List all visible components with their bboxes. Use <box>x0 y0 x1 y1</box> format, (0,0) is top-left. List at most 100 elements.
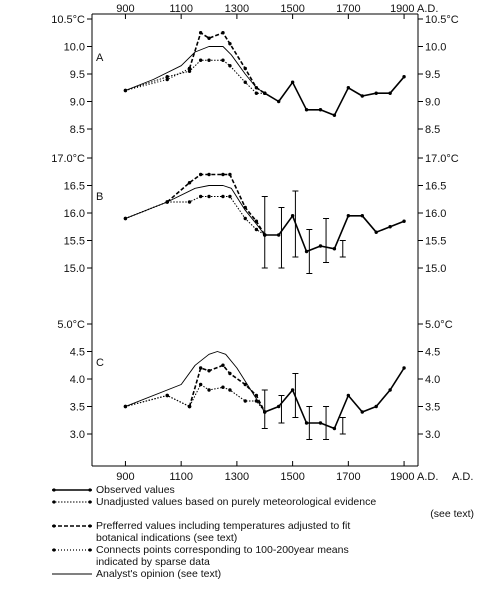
legend-label-preferred-cont: botanical indications (see text) <box>96 532 238 544</box>
data-point-observed <box>388 225 392 229</box>
data-point-preferred <box>243 382 247 387</box>
legend-label-preferred: Prefferred values including temperatures… <box>96 520 351 532</box>
data-point-observed <box>332 426 337 431</box>
data-point-observed <box>374 91 378 95</box>
data-point-observed <box>402 366 406 370</box>
series-line-sparse <box>125 394 190 408</box>
data-point-observed <box>360 214 364 218</box>
y-tick-label-right: 10.5°C <box>425 14 459 26</box>
series-line-analyst <box>125 46 266 94</box>
data-point-preferred <box>207 369 211 373</box>
panel-label: A <box>96 52 104 64</box>
data-point-unadjusted <box>187 69 192 73</box>
series-line-unadjusted <box>125 59 265 94</box>
legend-item-preferred: Prefferred values including temperatures… <box>52 520 482 544</box>
legend-item-observed: Observed values <box>52 484 482 496</box>
x-tick-label-top: 1500 <box>280 3 304 15</box>
data-point-sparse <box>187 66 192 71</box>
y-tick-label-right: 15.5 <box>425 236 446 248</box>
data-point-preferred <box>254 219 259 223</box>
data-point-observed <box>346 86 351 90</box>
y-tick-label-left: 16.5 <box>64 181 85 193</box>
y-tick-label-left: 3.0 <box>70 429 85 441</box>
data-point-unadjusted <box>207 388 211 392</box>
data-point-observed <box>276 233 281 237</box>
data-point-observed <box>402 75 406 79</box>
data-point-unadjusted <box>221 194 225 199</box>
x-axis-label: A.D. <box>452 471 473 483</box>
y-tick-label-right: 16.5 <box>425 181 446 193</box>
data-point-preferred <box>228 42 232 46</box>
x-tick-label-bottom: 1700 <box>336 471 360 483</box>
data-point-observed <box>290 214 295 218</box>
data-point-observed <box>332 113 337 117</box>
data-point-preferred <box>207 172 211 177</box>
data-point-observed <box>374 404 378 409</box>
data-point-unadjusted <box>243 216 247 221</box>
data-point-observed <box>290 388 295 392</box>
y-tick-label-right: 5.0°C <box>425 319 453 331</box>
data-point-preferred <box>228 371 232 376</box>
data-point-observed <box>346 214 351 218</box>
x-tick-label-bottom: 1900 A.D. <box>390 471 438 483</box>
series-line-preferred <box>166 173 266 236</box>
y-tick-label-left: 8.5 <box>70 124 85 136</box>
data-point-unadjusted <box>228 194 232 199</box>
y-tick-label-left: 17.0°C <box>51 153 85 165</box>
data-point-observed <box>318 421 323 425</box>
y-tick-label-right: 15.0 <box>425 263 446 275</box>
data-point-unadjusted <box>254 91 259 95</box>
y-tick-label-left: 9.0 <box>70 97 85 109</box>
legend-label-sparse: Connects points corresponding to 100-200… <box>96 544 349 556</box>
data-point-observed <box>360 410 364 414</box>
data-point-unadjusted <box>228 64 232 68</box>
data-point-observed <box>360 94 364 98</box>
data-point-observed <box>304 249 309 254</box>
legend-label-sparse-cont: indicated by sparse data <box>96 556 210 568</box>
data-point-unadjusted <box>243 80 247 84</box>
data-point-unadjusted <box>187 200 192 204</box>
data-point-unadjusted <box>228 388 232 392</box>
data-point-unadjusted <box>165 75 169 79</box>
data-point-preferred <box>254 393 259 398</box>
data-point-observed <box>332 247 337 251</box>
y-tick-label-right: 10.0 <box>425 42 446 54</box>
legend-swatch-unadjusted <box>52 500 92 504</box>
y-tick-label-left: 3.5 <box>70 402 85 414</box>
data-point-observed <box>304 421 309 425</box>
legend-label-observed: Observed values <box>96 484 175 496</box>
data-point-observed <box>290 80 295 84</box>
legend-swatch-sparse <box>52 548 92 552</box>
data-point-preferred <box>198 31 203 35</box>
y-tick-label-right: 3.5 <box>425 402 440 414</box>
legend-swatch-preferred <box>52 524 92 528</box>
y-tick-label-left: 10.5°C <box>51 14 85 26</box>
legend-swatch-analyst <box>52 573 92 575</box>
x-tick-label-bottom: 1300 <box>225 471 249 483</box>
y-tick-label-left: 5.0°C <box>57 319 85 331</box>
legend-label-analyst: Analyst's opinion (see text) <box>96 568 222 580</box>
legend-item-sparse: Connects points corresponding to 100-200… <box>52 544 482 568</box>
legend-item-unadjusted: Unadjusted values based on purely meteor… <box>52 496 482 520</box>
x-tick-label-bottom: 1100 <box>169 471 193 483</box>
y-tick-label-left: 10.0 <box>64 42 85 54</box>
legend: Observed values Unadjusted values based … <box>52 484 482 580</box>
series-line-unadjusted <box>125 196 266 236</box>
series-line-observed <box>264 367 405 430</box>
data-point-observed <box>388 388 392 392</box>
y-tick-label-right: 16.0 <box>425 208 446 220</box>
series-line-observed <box>264 76 405 117</box>
data-point-preferred <box>198 366 203 370</box>
data-point-sparse <box>187 404 192 409</box>
data-point-unadjusted <box>254 227 259 232</box>
x-tick-label-top: 1300 <box>225 3 249 15</box>
data-point-preferred <box>187 181 192 185</box>
data-point-unadjusted <box>198 382 203 387</box>
data-point-preferred <box>228 172 232 177</box>
data-point-unadjusted <box>207 58 211 62</box>
data-point-preferred <box>221 31 225 35</box>
data-point-unadjusted <box>243 399 247 403</box>
data-point-unadjusted <box>207 194 211 199</box>
